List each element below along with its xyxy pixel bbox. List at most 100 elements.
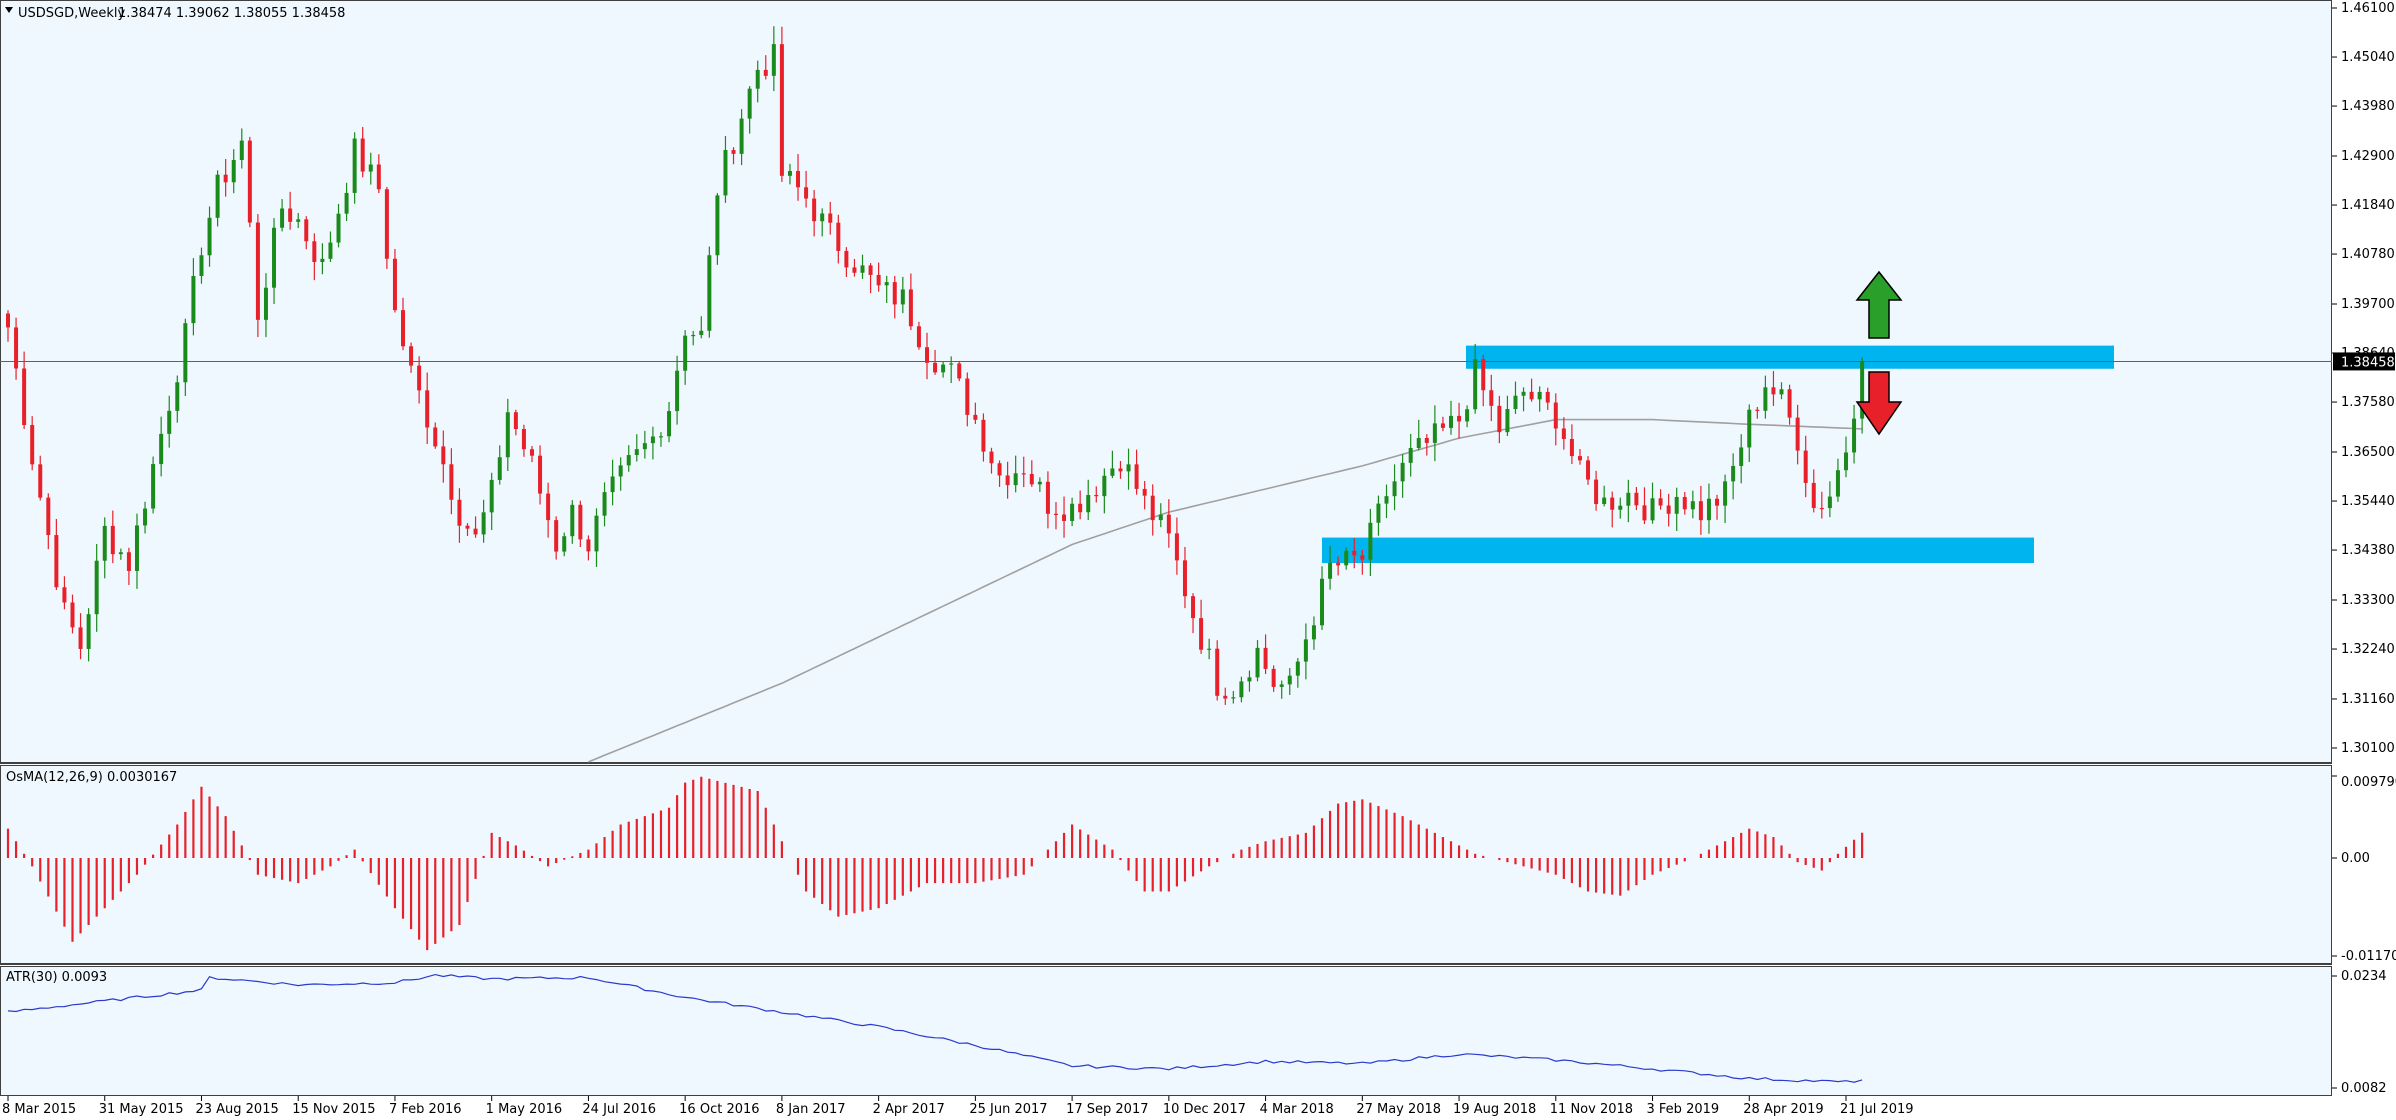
candle-body (1755, 409, 1760, 411)
candle (1376, 495, 1381, 536)
candle-body (1158, 514, 1163, 521)
candle-body (908, 289, 913, 327)
candle-body (1835, 470, 1840, 497)
candle-body (538, 455, 543, 494)
candle (1062, 496, 1067, 538)
candle (457, 488, 462, 543)
candle-body (941, 364, 946, 373)
time-tick-label: 15 Nov 2015 (292, 1102, 375, 1117)
candle (360, 127, 365, 178)
candle (449, 448, 454, 515)
candle-body (546, 493, 551, 521)
candle-body (1779, 389, 1784, 395)
candle (1811, 469, 1816, 513)
candle (94, 544, 99, 632)
candle (1618, 497, 1623, 519)
candle-body (602, 492, 607, 516)
candle-body (699, 330, 704, 335)
candle (1336, 556, 1341, 576)
candle-body (1473, 359, 1478, 410)
candle-body (1747, 409, 1752, 448)
price-tick-label: 1.32240 (2341, 642, 2395, 657)
candle (1795, 404, 1800, 465)
candle (1489, 374, 1494, 422)
candle (618, 457, 623, 491)
candle-body (1344, 550, 1349, 566)
candle (78, 613, 83, 660)
candle (1827, 481, 1832, 518)
candle-body (1336, 562, 1341, 566)
candle-body (779, 44, 784, 176)
candle-body (62, 587, 67, 603)
candle (1295, 658, 1300, 688)
candle (965, 372, 970, 427)
candle-body (755, 69, 760, 89)
candle (626, 445, 631, 472)
candle (441, 430, 446, 483)
candle-body (1182, 560, 1187, 597)
menu-triangle-icon[interactable] (5, 7, 13, 13)
candle-body (1465, 409, 1470, 422)
candle-body (54, 535, 59, 588)
candle-body (489, 479, 494, 513)
candle (368, 152, 373, 185)
candle-body (892, 282, 897, 305)
candle-body (1384, 496, 1389, 504)
candle (191, 258, 196, 336)
candle-body (328, 242, 333, 259)
time-tick-label: 8 Jan 2017 (776, 1102, 846, 1117)
candle-body (836, 222, 841, 251)
osma-label: OsMA(12,26,9) 0.0030167 (6, 770, 177, 785)
candle-body (183, 323, 188, 383)
candle-body (562, 536, 567, 552)
candle (384, 186, 389, 269)
candle (771, 26, 776, 92)
candle (997, 460, 1002, 487)
candle (973, 402, 978, 425)
candle (860, 254, 865, 279)
candle (143, 501, 148, 534)
candle (667, 401, 672, 443)
candle (231, 149, 236, 194)
candle-body (1013, 473, 1018, 486)
candle (1432, 405, 1437, 462)
candle (1070, 497, 1075, 527)
candle (586, 535, 591, 561)
candle (957, 360, 962, 382)
candle-body (1844, 452, 1848, 471)
candle-body (320, 258, 325, 262)
candle (134, 513, 139, 589)
atr-tick-label: 0.0234 (2341, 969, 2387, 984)
candle (497, 445, 502, 485)
candle (562, 532, 567, 557)
candle-body (143, 508, 148, 526)
candle-body (707, 255, 712, 331)
candle (1416, 419, 1421, 451)
candle (6, 310, 10, 342)
candle (884, 275, 889, 303)
candle-body (1118, 468, 1123, 472)
candle-body (1360, 555, 1365, 560)
candle-body (1408, 447, 1413, 463)
candle (1005, 461, 1010, 499)
candle (1424, 434, 1429, 456)
candle-body (1827, 496, 1832, 509)
atr-panel-background (0, 966, 2332, 1096)
candle-body (763, 69, 768, 76)
candle-body (1303, 639, 1308, 662)
candle-body (658, 436, 663, 438)
osma-panel-background (0, 765, 2332, 963)
candle (1029, 460, 1034, 487)
candle-body (787, 171, 792, 176)
candle-body (1320, 578, 1325, 626)
arrows-layer (1855, 270, 1903, 436)
candle-body (247, 140, 252, 223)
candle-body (1674, 496, 1679, 514)
candle (1739, 434, 1744, 484)
candle (1586, 456, 1591, 485)
candle-body (900, 289, 905, 305)
candle-body (110, 525, 115, 555)
candle-body (1215, 648, 1220, 696)
candle-body (771, 44, 776, 76)
